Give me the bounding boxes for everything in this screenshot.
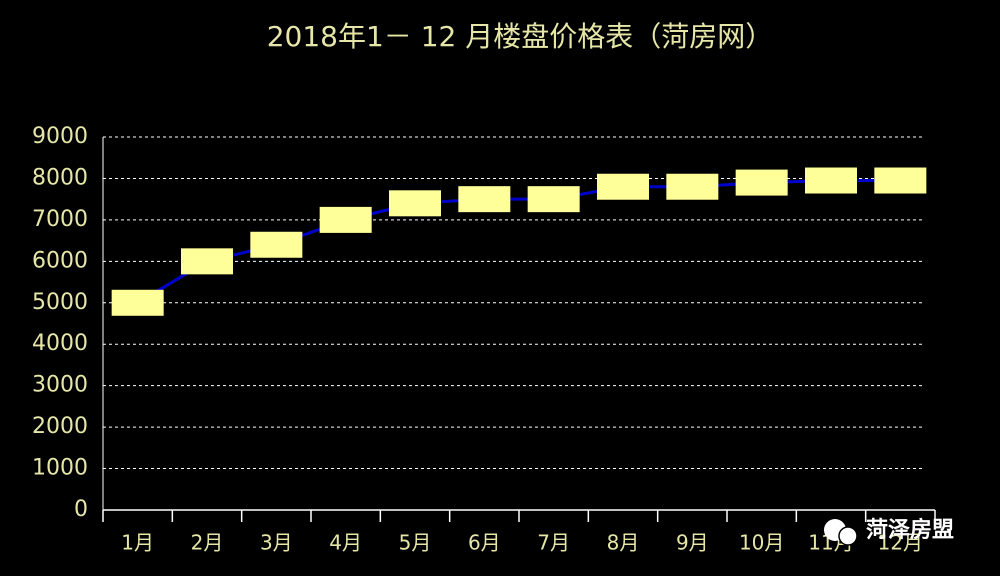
marker	[111, 289, 164, 316]
x-tick-label: 9月	[676, 531, 709, 555]
y-tick-label: 9000	[32, 124, 88, 149]
marker	[458, 186, 511, 213]
y-tick-label: 2000	[32, 414, 88, 439]
chart-title: 2018年1－ 12 月楼盘价格表（菏房网）	[267, 20, 774, 53]
x-tick-label: 4月	[329, 531, 362, 555]
x-tick-label: 2月	[191, 531, 224, 555]
marker	[389, 190, 441, 217]
x-tick-label: 10月	[739, 531, 784, 555]
marker	[805, 167, 857, 194]
x-tick-label: 6月	[468, 531, 501, 555]
x-tick-label: 1月	[121, 531, 154, 555]
x-tick-label: 3月	[260, 531, 293, 555]
y-tick-label: 3000	[32, 373, 88, 398]
x-tick-label: 12月	[878, 531, 923, 555]
marker	[250, 231, 303, 258]
x-tick-label: 7月	[537, 531, 570, 555]
watermark-text: 菏泽房盟	[866, 517, 954, 543]
marker	[666, 173, 719, 200]
marker	[874, 167, 927, 194]
y-tick-label: 4000	[32, 331, 88, 356]
y-tick-label: 1000	[32, 456, 88, 481]
marker	[527, 186, 580, 213]
x-tick-label: 8月	[607, 531, 640, 555]
watermark: 菏泽房盟	[824, 517, 954, 546]
y-tick-label: 7000	[32, 207, 88, 232]
x-tick-label: 5月	[399, 531, 432, 555]
marker	[597, 173, 649, 200]
y-tick-label: 5000	[32, 290, 88, 315]
watermark-icon	[838, 526, 858, 546]
marker	[181, 248, 233, 275]
y-tick-label: 6000	[32, 248, 88, 273]
marker	[319, 206, 372, 233]
y-tick-label: 0	[74, 497, 88, 522]
y-tick-label: 8000	[32, 165, 88, 190]
marker	[735, 169, 788, 196]
